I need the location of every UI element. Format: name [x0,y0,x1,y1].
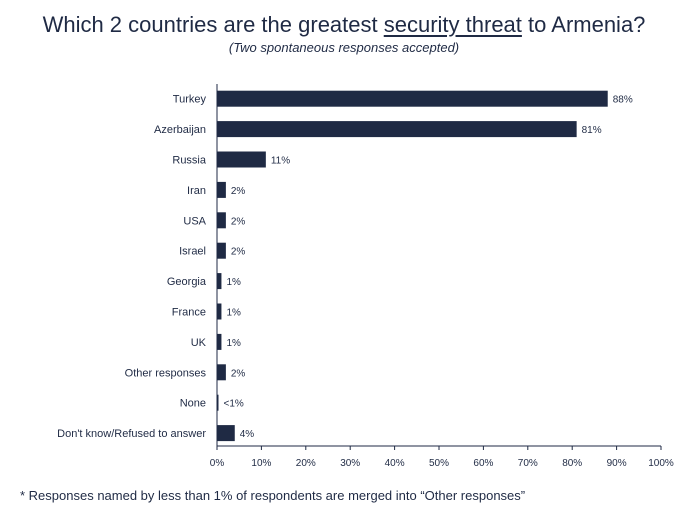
category-label-france: France [172,307,206,319]
x-tick-label: 50% [429,458,449,469]
value-label-turkey: 88% [613,95,633,106]
value-label-france: 1% [226,308,241,319]
value-label-israel: 2% [231,247,246,258]
bar-uk [217,333,222,350]
value-label-azerbaijan: 81% [582,125,602,136]
x-tick-label: 0% [210,458,225,469]
value-label-none: <1% [224,399,244,410]
bar-russia [217,151,266,168]
bar-iran [217,181,226,198]
chart-title: Which 2 countries are the greatest secur… [42,12,646,37]
category-label-none: None [180,398,206,410]
bar-none [217,394,219,411]
bar-chart: Turkey 88% Azerbaijan 81% Russia 11% Iran 2% USA… [57,84,674,469]
bar-azerbaijan [217,121,577,138]
bar-turkey [217,90,608,107]
bar-israel [217,242,226,259]
value-label-iran: 2% [231,186,246,197]
bar-georgia [217,273,222,290]
x-tick-label: 40% [385,458,405,469]
x-tick-label: 30% [340,458,360,469]
category-label-usa: USA [183,215,206,227]
bar-france [217,303,222,320]
category-label-other-responses: Other responses [125,367,207,379]
value-label-georgia: 1% [226,277,241,288]
x-tick-label: 20% [296,458,316,469]
x-tick-label: 80% [562,458,582,469]
footnote: * Responses named by less than 1% of res… [20,488,526,503]
category-label-russia: Russia [172,155,207,167]
category-label-israel: Israel [179,246,206,258]
category-label-turkey: Turkey [173,94,207,106]
chart-subtitle: (Two spontaneous responses accepted) [228,40,460,55]
bar-usa [217,212,226,229]
category-label-azerbaijan: Azerbaijan [154,124,206,136]
category-label-don-t-know-refused-to-answer: Don't know/Refused to answer [57,428,206,440]
x-tick-label: 90% [607,458,627,469]
x-tick-label: 100% [648,458,674,469]
bar-other-responses [217,364,226,381]
value-label-russia: 11% [271,156,290,167]
x-tick-label: 70% [518,458,538,469]
value-label-don-t-know-refused-to-answer: 4% [240,429,255,440]
bar-don-t-know-refused-to-answer [217,425,235,442]
category-label-iran: Iran [187,185,206,197]
x-tick-label: 10% [251,458,271,469]
category-label-georgia: Georgia [167,276,207,288]
value-label-usa: 2% [231,216,246,227]
value-label-uk: 1% [226,338,241,349]
category-label-uk: UK [191,337,207,349]
value-label-other-responses: 2% [231,368,246,379]
x-tick-label: 60% [473,458,493,469]
